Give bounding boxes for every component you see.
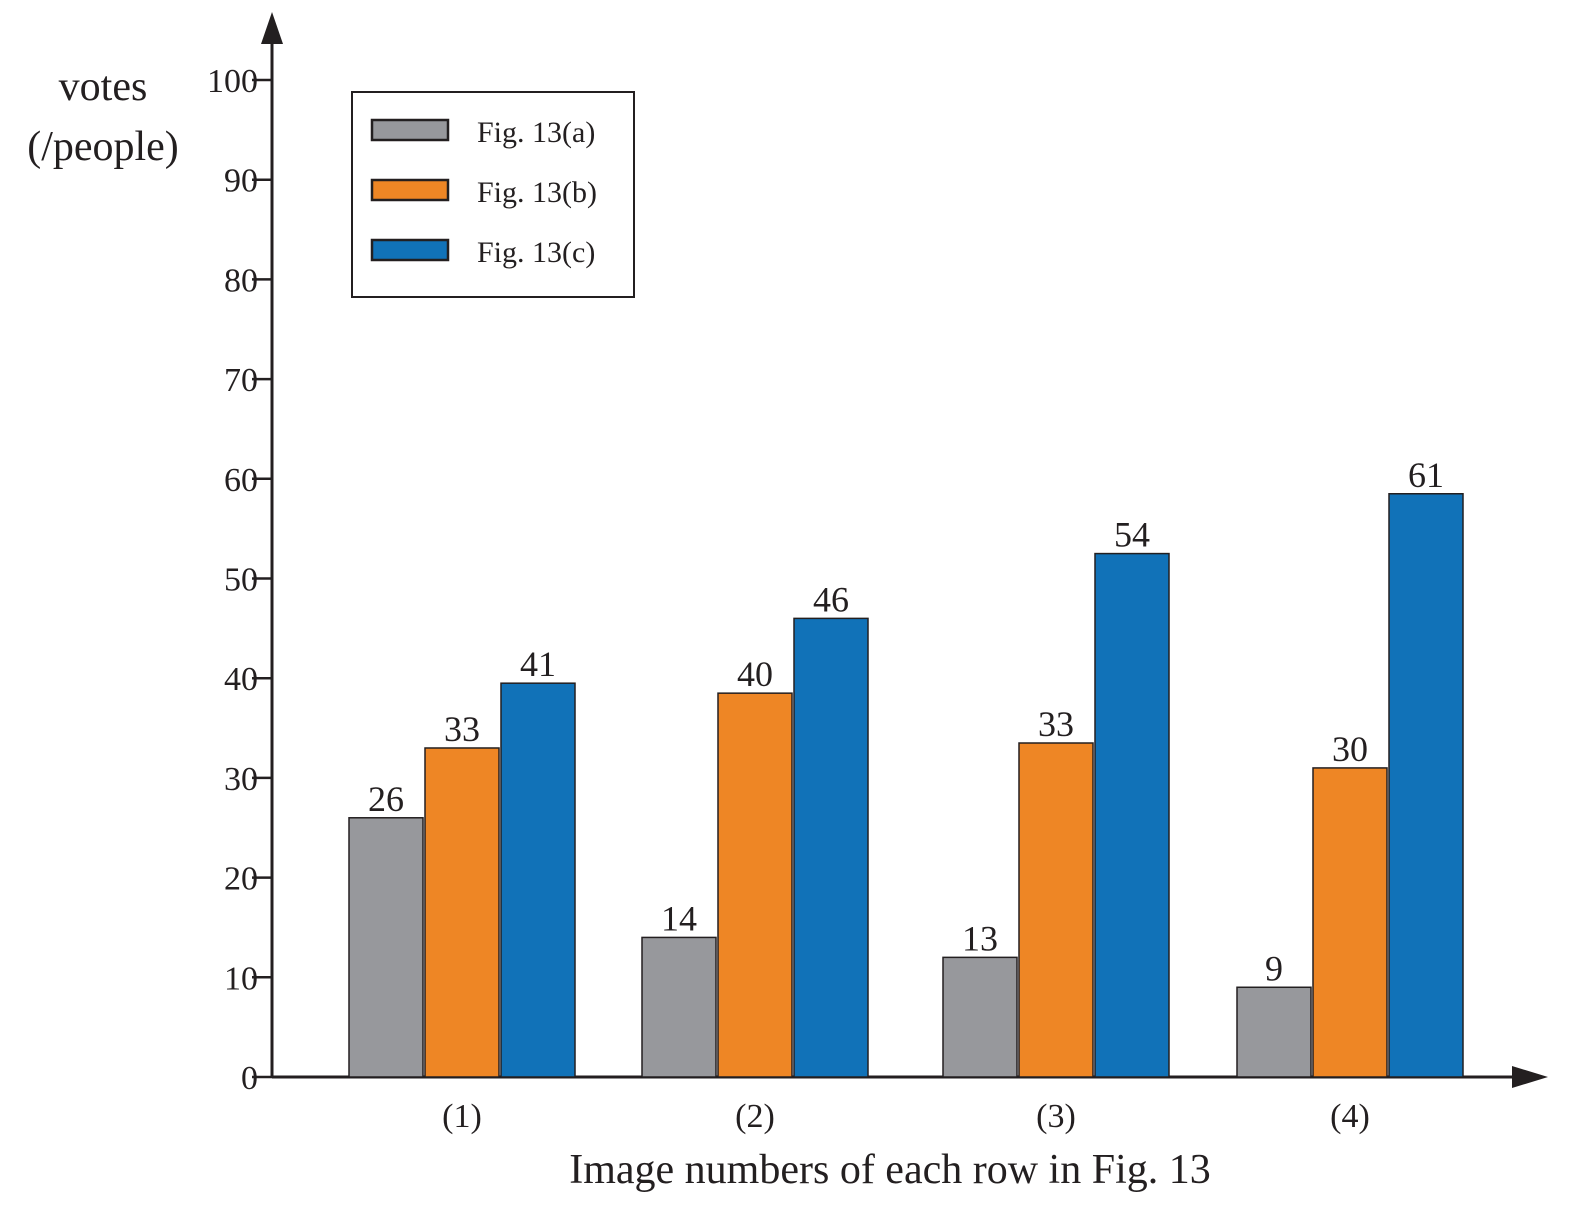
bar-2-4	[1312, 767, 1388, 1078]
y-tick-label-50: 50	[224, 562, 258, 599]
y-tick-label-10: 10	[224, 960, 258, 997]
labels-group: 26 33 41 (1) 14 40 46 (2) 13 33 54 (3) 9 30 61 (4)	[368, 455, 1444, 1135]
y-tick-label-80: 80	[224, 262, 258, 299]
bar-3-3	[1094, 552, 1170, 1078]
bar-1-1	[348, 817, 424, 1078]
legend: Fig. 13(a) Fig. 13(b) Fig. 13(c)	[351, 91, 635, 298]
category-label-4: (4)	[1330, 1098, 1370, 1135]
legend-label-3: Fig. 13(c)	[477, 236, 595, 269]
bars-group	[348, 493, 1464, 1078]
category-label-3: (3)	[1036, 1098, 1076, 1135]
data-label-2-2: 40	[737, 654, 773, 694]
legend-swatch-1	[370, 118, 450, 142]
data-label-1-4: 9	[1265, 948, 1283, 988]
y-tick-label-40: 40	[224, 661, 258, 698]
bar-3-1	[500, 682, 576, 1078]
x-axis-arrow	[1512, 1066, 1548, 1088]
y-tick-label-90: 90	[224, 163, 258, 200]
data-label-3-4: 61	[1408, 455, 1444, 495]
data-label-1-2: 14	[661, 898, 697, 938]
y-tick-label-30: 30	[224, 761, 258, 798]
y-tick-label-0: 0	[241, 1060, 258, 1097]
data-label-2-1: 33	[444, 709, 480, 749]
y-tick-label-60: 60	[224, 462, 258, 499]
y-tick-label-20: 20	[224, 861, 258, 898]
legend-swatch-2	[370, 178, 450, 202]
legend-swatch-3	[370, 238, 450, 262]
data-label-3-2: 46	[813, 579, 849, 619]
data-label-3-3: 54	[1114, 515, 1150, 555]
bar-2-2	[717, 692, 793, 1078]
x-axis-title: Image numbers of each row in Fig. 13	[569, 1147, 1211, 1193]
y-axis-title-line1: votes	[59, 64, 148, 110]
y-tick-label-100: 100	[207, 63, 258, 100]
bar-1-2	[641, 936, 717, 1078]
data-label-1-3: 13	[962, 918, 998, 958]
bar-1-3	[942, 956, 1018, 1078]
bar-1-4	[1236, 986, 1312, 1078]
data-label-3-1: 41	[520, 644, 556, 684]
data-label-1-1: 26	[368, 779, 404, 819]
y-tick-label-70: 70	[224, 362, 258, 399]
y-axis-title-line2: (/people)	[27, 124, 179, 170]
category-label-1: (1)	[442, 1098, 482, 1135]
legend-label-2: Fig. 13(b)	[477, 176, 597, 209]
bar-2-1	[424, 747, 500, 1078]
y-axis-arrow	[261, 12, 283, 44]
bar-3-2	[793, 617, 869, 1078]
legend-label-1: Fig. 13(a)	[477, 116, 595, 149]
data-label-2-3: 33	[1038, 704, 1074, 744]
bar-3-4	[1388, 493, 1464, 1078]
data-label-2-4: 30	[1332, 729, 1368, 769]
bar-2-3	[1018, 742, 1094, 1078]
category-label-2: (2)	[735, 1098, 775, 1135]
